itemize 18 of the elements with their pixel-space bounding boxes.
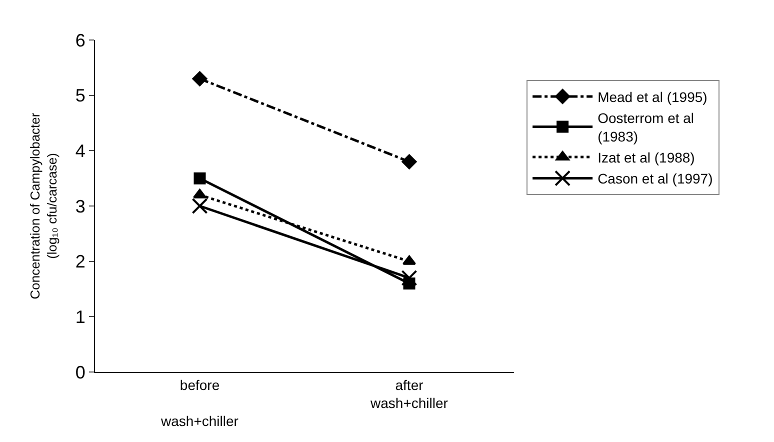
point	[194, 172, 206, 184]
point	[192, 198, 208, 214]
point	[402, 154, 417, 170]
y-tick-label: 5	[75, 86, 86, 106]
legend-label: Cason et al (1997)	[598, 170, 713, 187]
legend-label: Oosterrom et al (1983)	[598, 110, 694, 144]
category-label: before wash+chiller	[161, 376, 238, 430]
y-tick-label: 1	[75, 306, 86, 327]
y-tick-label: 2	[75, 252, 86, 272]
y-tick-label: 0	[75, 362, 86, 382]
legend-label: Mead et al (1995)	[598, 88, 708, 105]
y-tick-label: 6	[75, 30, 86, 50]
legend-label: Izat et al (1988)	[598, 150, 695, 166]
point	[192, 71, 208, 86]
x-tick-label: after wash+chiller	[370, 376, 448, 411]
y-tick-label: 3	[75, 196, 86, 216]
y-tick-label: 4	[75, 140, 86, 161]
y-axis-title: Concentration of Campylobacter (log₁₀ cfu/carcase)	[27, 112, 60, 300]
